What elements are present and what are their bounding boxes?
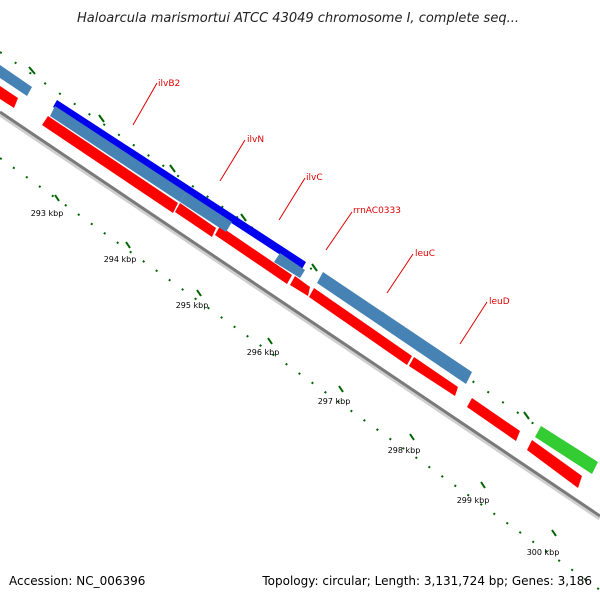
gene-bar-steelblue: [50, 106, 186, 202]
kbp-label-296: 296 kbp: [247, 348, 280, 357]
cds-features: [0, 86, 582, 488]
gene-label-ilvB2: ilvB2: [158, 79, 180, 89]
cds-arrow: [175, 203, 216, 237]
kbp-labels: 293 kbp 294 kbp 295 kbp 296 kbp 297 kbp …: [31, 209, 560, 557]
kbp-label-300: 300 kbp: [527, 548, 560, 557]
gene-bar-blue: [53, 100, 306, 269]
backbone: [0, 110, 600, 518]
gene-features: [0, 65, 598, 474]
accession-text: Accession: NC_006396: [9, 574, 145, 588]
cds-arrow: [309, 288, 412, 365]
topology-summary: Topology: circular; Length: 3,131,724 bp…: [261, 574, 592, 588]
inner-tick-ring: [0, 157, 600, 591]
cds-arrow: [215, 226, 292, 284]
major-tick: [267, 337, 273, 345]
major-tick: [311, 263, 318, 272]
major-tick: [54, 194, 60, 202]
major-tick: [98, 114, 105, 123]
leader-line: [386, 253, 414, 294]
kbp-label-295: 295 kbp: [176, 301, 209, 310]
gene-labels: ilvB2 ilvN ilvC rrnAC0333 leuC leuD: [132, 79, 510, 345]
gene-label-leuD: leuD: [489, 297, 510, 307]
gene-label-ilvN: ilvN: [247, 135, 264, 145]
leader-line: [325, 211, 353, 251]
major-tick: [240, 213, 247, 222]
cds-arrow: [42, 116, 178, 213]
gene-bar-steelblue: [180, 192, 232, 232]
cds-arrow: [467, 398, 520, 441]
gene-bar-steelblue: [274, 253, 305, 278]
major-tick: [338, 385, 344, 393]
leader-line: [132, 82, 158, 126]
gene-bar-green: [535, 426, 598, 474]
leader-line: [219, 139, 246, 182]
backbone-shadow: [0, 111, 600, 521]
kbp-label-297: 297 kbp: [318, 397, 351, 406]
gene-label-leuC: leuC: [415, 249, 435, 259]
kbp-label-298: 298 kbp: [388, 446, 421, 455]
major-tick: [196, 289, 202, 297]
gene-label-rrnAC0333: rrnAC0333: [353, 206, 401, 216]
leader-line: [459, 301, 488, 345]
cds-arrow: [409, 357, 458, 396]
cds-arrow: [290, 276, 310, 296]
major-tick: [551, 529, 557, 537]
major-tick: [125, 241, 131, 249]
major-tick: [409, 433, 415, 441]
kbp-label-293: 293 kbp: [31, 209, 64, 218]
gene-bar-steelblue: [317, 272, 472, 384]
major-tick: [480, 481, 486, 489]
major-tick: [28, 66, 36, 75]
leader-line: [278, 177, 306, 221]
cds-arrow: [527, 440, 582, 488]
major-tick: [523, 411, 530, 420]
gene-bar-steelblue: [0, 65, 32, 96]
kbp-label-294: 294 kbp: [104, 255, 137, 264]
cds-arrow: [0, 86, 18, 108]
map-title: Haloarcula marismortui ATCC 43049 chromo…: [77, 11, 519, 26]
gene-label-ilvC: ilvC: [306, 173, 323, 183]
major-tick: [169, 164, 176, 173]
kbp-label-299: 299 kbp: [457, 496, 490, 505]
